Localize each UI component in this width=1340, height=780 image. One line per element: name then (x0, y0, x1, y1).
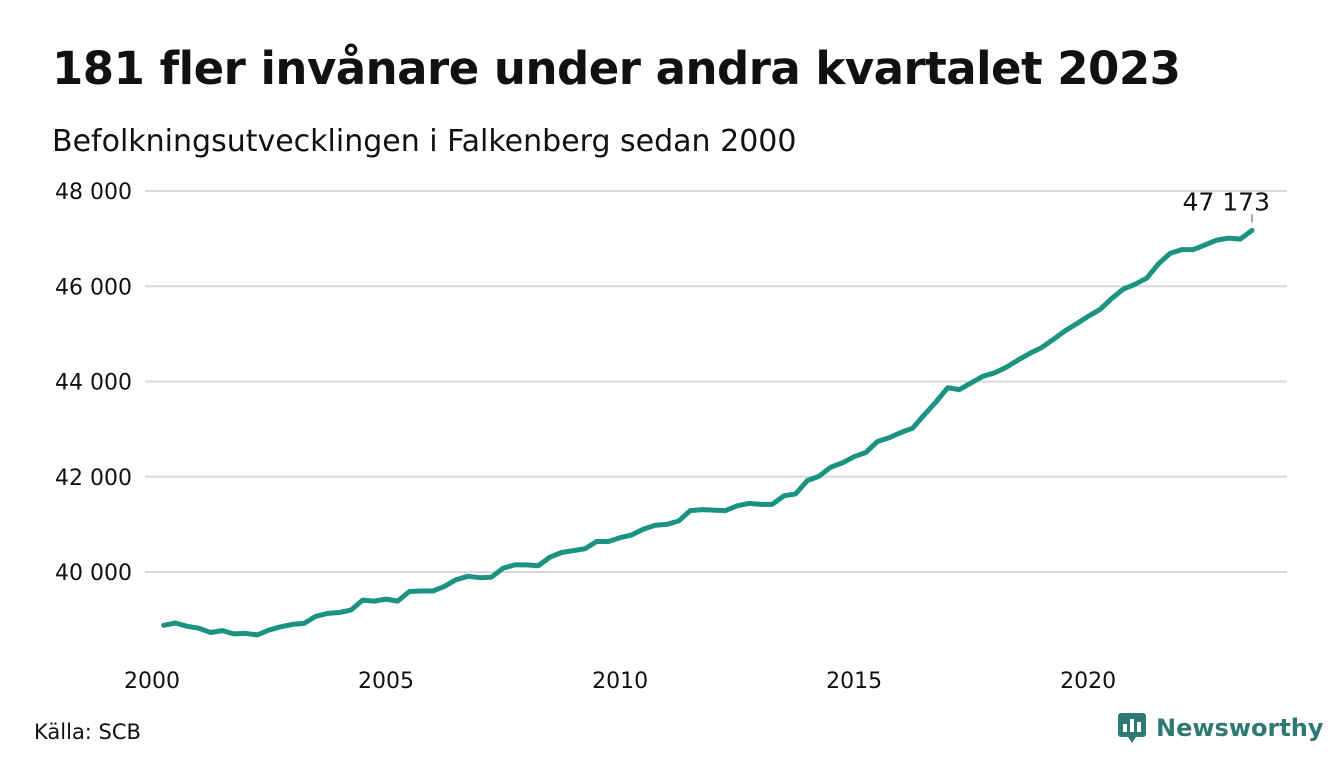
x-axis-ticks: 2000 2005 2010 2015 2020 (124, 669, 1116, 694)
x-tick-label: 2010 (592, 669, 648, 694)
newsworthy-logo-icon (1118, 713, 1146, 743)
y-tick-label: 44 000 (55, 371, 132, 396)
brand-name: Newsworthy (1156, 714, 1324, 742)
y-tick-label: 48 000 (55, 180, 132, 205)
x-tick-label: 2005 (358, 669, 414, 694)
x-tick-label: 2020 (1060, 669, 1116, 694)
series-layer (161, 227, 1255, 638)
y-axis-ticks: 40 000 42 000 44 000 46 000 48 000 (55, 180, 132, 586)
x-tick-label: 2000 (124, 669, 180, 694)
y-tick-label: 46 000 (55, 275, 132, 300)
source-note: Källa: SCB (34, 720, 141, 744)
brand-logo: Newsworthy (1118, 712, 1324, 744)
end-value-label: 47 173 (1183, 187, 1270, 216)
series-line (161, 227, 1255, 638)
chart-subtitle: Befolkningsutvecklingen i Falkenberg sed… (52, 124, 797, 159)
chart-title: 181 fler invånare under andra kvartalet … (52, 42, 1181, 95)
y-tick-label: 40 000 (55, 561, 132, 586)
x-tick-label: 2015 (826, 669, 882, 694)
y-tick-label: 42 000 (55, 466, 132, 491)
gridlines (145, 190, 1287, 573)
end-label-group: 47 173 (1183, 187, 1270, 223)
